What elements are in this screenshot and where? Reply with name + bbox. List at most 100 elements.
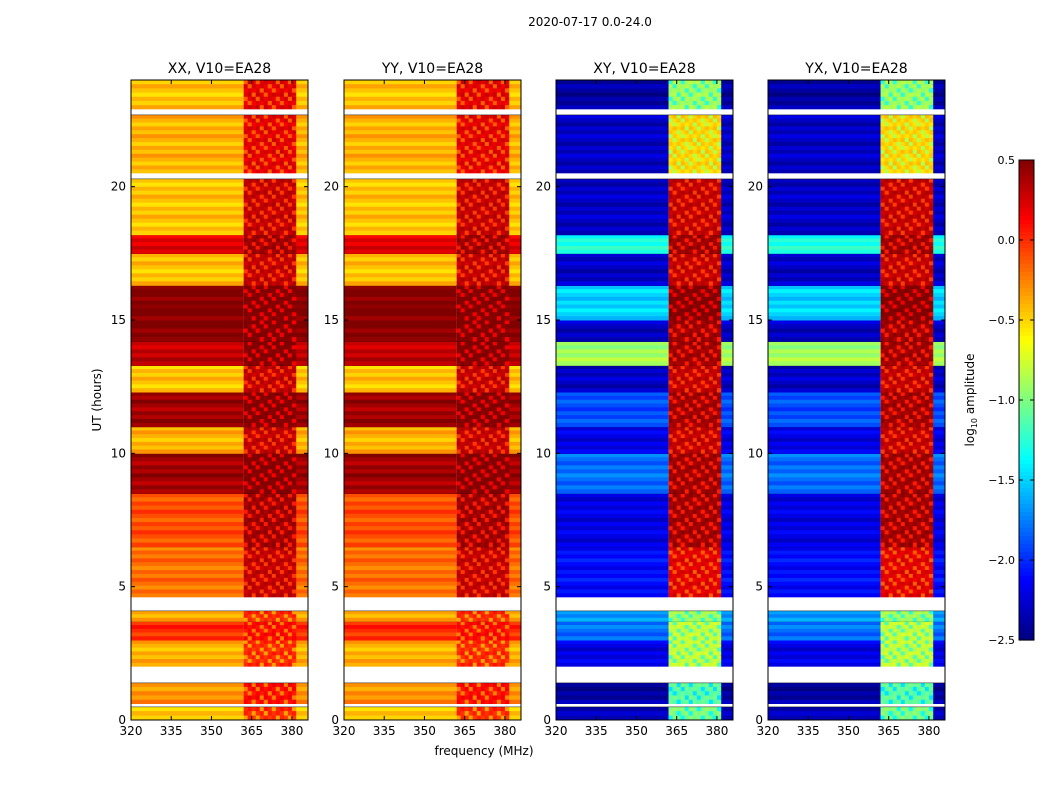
heatmap-cell [493, 142, 497, 146]
heatmap-cell [264, 530, 268, 535]
heatmap-cell [473, 446, 477, 450]
heatmap-cell [272, 219, 276, 224]
heatmap-cell [481, 648, 485, 652]
heatmap-cell [272, 700, 276, 705]
heatmap-cell [244, 84, 248, 89]
heatmap-cell [505, 590, 509, 594]
heatmap-cell [268, 166, 272, 170]
heatmap-cell [276, 578, 280, 582]
heatmap-cell [481, 80, 485, 85]
heatmap-cell [481, 324, 485, 329]
heatmap-cell [260, 215, 264, 220]
heatmap-cell [280, 242, 284, 246]
heatmap-cell [457, 195, 461, 200]
heatmap-cell [284, 257, 288, 262]
heatmap-cell [244, 138, 248, 142]
heatmap-cell [268, 629, 272, 633]
heatmap-cell [252, 655, 256, 659]
heatmap-cell [457, 477, 461, 482]
heatmap-cell [469, 538, 473, 543]
heatmap-cell [252, 404, 256, 408]
heatmap-cell [252, 700, 256, 705]
heatmap-cell [344, 497, 457, 502]
heatmap-cell [457, 574, 461, 578]
heatmap-cell [709, 625, 713, 629]
heatmap-cell [461, 199, 465, 204]
heatmap-cell [292, 554, 296, 558]
heatmap-cell [493, 238, 497, 242]
heatmap-cell [244, 250, 248, 254]
heatmap-cell [256, 404, 260, 408]
heatmap-cell [284, 377, 288, 381]
heatmap-cell [260, 493, 264, 498]
heatmap-cell [473, 469, 477, 474]
heatmap-cell [276, 257, 280, 262]
heatmap-cell [295, 199, 308, 204]
heatmap-cell [256, 320, 260, 325]
heatmap-cell [131, 281, 244, 286]
heatmap-cell [292, 162, 296, 166]
heatmap-cell [693, 633, 697, 637]
heatmap-cell [493, 308, 497, 312]
heatmap-cell [276, 457, 280, 462]
heatmap-cell [244, 497, 248, 502]
heatmap-cell [485, 285, 489, 289]
heatmap-cell [268, 400, 272, 404]
heatmap-cell [497, 453, 501, 458]
heatmap-cell [264, 312, 268, 316]
heatmap-cell [493, 457, 497, 462]
heatmap-cell [693, 614, 697, 618]
heatmap-cell [556, 636, 669, 640]
heatmap-cell [288, 566, 292, 570]
heatmap-cell [465, 683, 469, 688]
heatmap-cell [720, 659, 733, 663]
heatmap-cell [256, 461, 260, 466]
heatmap-cell [288, 427, 292, 431]
heatmap-cell [720, 695, 733, 700]
heatmap-cell [485, 357, 489, 362]
heatmap-cell [501, 655, 505, 659]
heatmap-cell [465, 442, 469, 446]
heatmap-cell [344, 179, 457, 184]
heatmap-cell [268, 324, 272, 329]
heatmap-cell [256, 574, 260, 578]
heatmap-cell [713, 633, 717, 637]
heatmap-cell [268, 179, 272, 184]
heatmap-cell [501, 644, 505, 648]
heatmap-cell [288, 700, 292, 705]
heatmap-cell [131, 625, 244, 629]
heatmap-cell [252, 558, 256, 562]
heatmap-cell [469, 593, 473, 597]
heatmap-cell [248, 582, 252, 586]
heatmap-cell [284, 629, 288, 633]
heatmap-cell [501, 640, 505, 644]
heatmap-cell [508, 618, 521, 622]
heatmap-cell [295, 119, 308, 123]
heatmap-cell [248, 329, 252, 334]
heatmap-cell [493, 235, 497, 239]
heatmap-cell [268, 427, 272, 431]
heatmap-cell [288, 179, 292, 184]
heatmap-cell [256, 457, 260, 462]
heatmap-cell [252, 97, 256, 102]
heatmap-cell [284, 477, 288, 482]
heatmap-cell [493, 324, 497, 329]
heatmap-cell [489, 618, 493, 622]
heatmap-cell [481, 570, 485, 574]
heatmap-cell [272, 381, 276, 385]
heatmap-cell [497, 493, 501, 498]
heatmap-cell [701, 707, 705, 712]
heatmap-cell [508, 526, 521, 531]
heatmap-cell [272, 105, 276, 110]
heatmap-cell [256, 518, 260, 523]
heatmap-cell [508, 166, 521, 170]
heatmap-cell [485, 211, 489, 216]
heatmap-cell [477, 629, 481, 633]
heatmap-cell [505, 169, 509, 173]
heatmap-cell [461, 97, 465, 102]
heatmap-cell [272, 558, 276, 562]
heatmap-cell [697, 663, 701, 667]
heatmap-cell [477, 126, 481, 130]
heatmap-cell [252, 369, 256, 373]
heatmap-cell [264, 534, 268, 539]
